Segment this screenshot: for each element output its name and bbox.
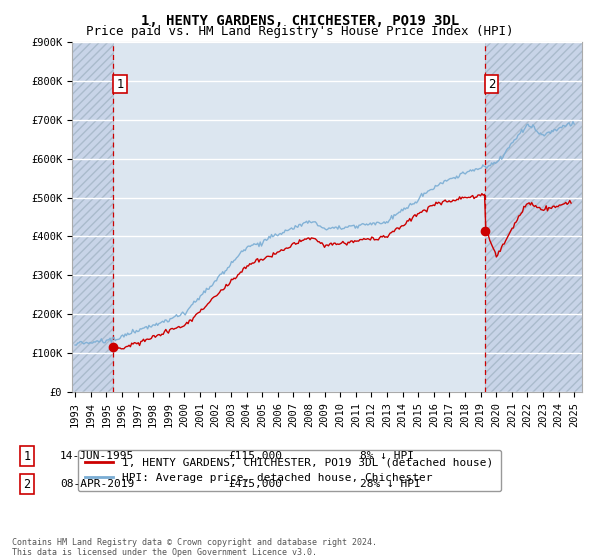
Text: £415,000: £415,000	[228, 479, 282, 489]
Text: 1: 1	[23, 450, 31, 463]
Text: 14-JUN-1995: 14-JUN-1995	[60, 451, 134, 461]
Bar	[72, 42, 113, 392]
Text: 08-APR-2019: 08-APR-2019	[60, 479, 134, 489]
Text: 1: 1	[116, 77, 124, 91]
Bar	[485, 42, 582, 392]
Text: 2: 2	[23, 478, 31, 491]
Text: 28% ↓ HPI: 28% ↓ HPI	[360, 479, 421, 489]
Text: £115,000: £115,000	[228, 451, 282, 461]
Text: Contains HM Land Registry data © Crown copyright and database right 2024.
This d: Contains HM Land Registry data © Crown c…	[12, 538, 377, 557]
Text: Price paid vs. HM Land Registry's House Price Index (HPI): Price paid vs. HM Land Registry's House …	[86, 25, 514, 38]
Legend: 1, HENTY GARDENS, CHICHESTER, PO19 3DL (detached house), HPI: Average price, det: 1, HENTY GARDENS, CHICHESTER, PO19 3DL (…	[77, 450, 501, 491]
Text: 8% ↓ HPI: 8% ↓ HPI	[360, 451, 414, 461]
Text: 2: 2	[488, 77, 496, 91]
Text: 1, HENTY GARDENS, CHICHESTER, PO19 3DL: 1, HENTY GARDENS, CHICHESTER, PO19 3DL	[141, 14, 459, 28]
